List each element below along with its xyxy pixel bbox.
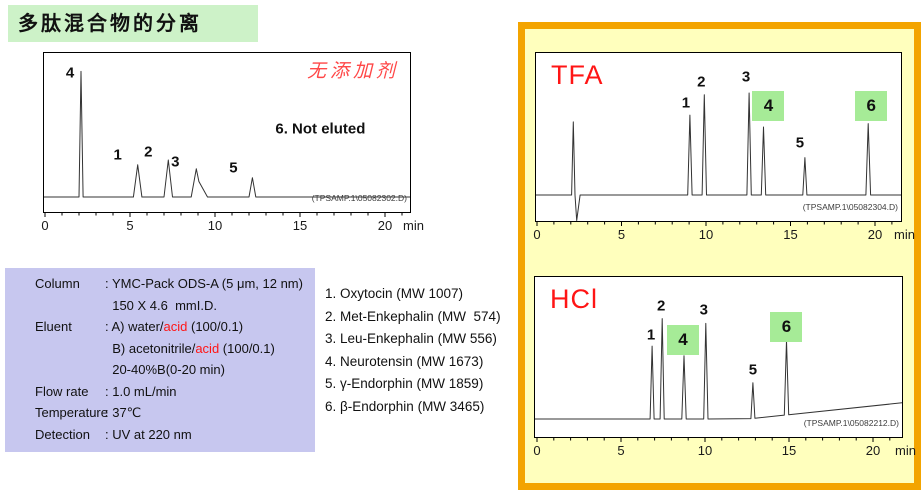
svg-text:15: 15 [782,443,796,458]
spec-row-label: Flow rate [35,383,89,399]
spec-row-label: Detection [35,426,90,442]
svg-text:5: 5 [618,227,625,242]
spec-row-value: : 37℃ [105,405,142,420]
spec-row-label [35,295,105,317]
spec-row: Column : YMC-Pack ODS-A (5 μm, 12 nm) [5,273,315,295]
spec-row-label: Column [35,276,80,291]
peptide-list: 1. Oxytocin (MW 1007) 2. Met-Enkephalin (… [325,283,501,419]
svg-text:min: min [403,218,424,233]
svg-text:5: 5 [126,218,133,233]
spec-row-value: : A) water/acid (100/0.1) [105,319,244,334]
chart-title-no-additive: 无添加剂 [306,60,399,82]
spec-row-value: 150 X 4.6 mmI.D. [105,297,217,313]
svg-text:0: 0 [41,218,48,233]
svg-text:0: 0 [533,227,540,242]
svg-text:15: 15 [293,218,307,233]
spec-row: Detection : UV at 220 nm [5,424,315,446]
spec-row: Flow rate : 1.0 mL/min [5,381,315,403]
page-title: 多肽混合物的分离 [8,5,258,42]
spec-row-label: Eluent [35,319,72,334]
svg-text:10: 10 [208,218,222,233]
acid-comparison-panel: 0 5 10 15 20 min TFA 1 2 3 4 5 6 (TPSAMP.1\05082304… [518,22,921,490]
chromatogram-tfa: 0 5 10 15 20 min TFA 1 2 3 4 5 6 (TPSAMP.1\05082304… [533,52,915,248]
svg-text:20: 20 [378,218,392,233]
chart-title-tfa: TFA [551,60,604,90]
spec-row: Eluent : A) water/acid (100/0.1) [5,316,315,338]
chromatogram-svg: 0 5 10 15 20 min [41,52,424,233]
spec-row-label [35,359,105,381]
spec-table-rows: Column : YMC-Pack ODS-A (5 μm, 12 nm) 150… [5,273,315,445]
spec-row: 20-40%B(0-20 min) [5,359,315,381]
peptide-item: 6. β-Endorphin (MW 3465) [325,398,485,414]
svg-text:20: 20 [868,227,882,242]
svg-text:15: 15 [783,227,797,242]
spec-row-value: : 1.0 mL/min [105,383,177,399]
spec-table: Column : YMC-Pack ODS-A (5 μm, 12 nm) 150… [5,268,315,452]
peptide-item: 5. γ-Endorphin (MW 1859) [325,376,484,392]
svg-text:0: 0 [533,443,540,458]
spec-row: 150 X 4.6 mmI.D. [5,295,315,317]
spec-row-value: : YMC-Pack ODS-A (5 μm, 12 nm) [105,276,303,291]
spec-row-value: 20-40%B(0-20 min) [105,362,225,377]
spec-row-label [35,338,105,360]
peptide-item: 1. Oxytocin (MW 1007) [325,286,464,301]
spec-row: B) acetonitrile/acid (100/0.1) [5,338,315,360]
chromatogram-svg: 0 5 10 15 20 min [533,52,915,242]
spec-row-value: B) acetonitrile/acid (100/0.1) [105,340,275,356]
spec-row-value: : UV at 220 nm [105,426,192,442]
svg-text:10: 10 [699,227,713,242]
chromatogram-hcl: 0 5 10 15 20 min HCl 1 2 4 3 5 6 (TPSAMP.1\05082212… [533,276,916,464]
chromatogram-svg: 0 5 10 15 20 min [533,276,916,458]
peptide-item: 3. Leu-Enkephalin (MW 556) [325,331,497,347]
spec-row-label: Temperature [35,405,108,420]
svg-text:min: min [895,443,916,458]
chromatogram-no-additive: 0 5 10 15 20 min 无添加剂 4 1 2 3 5 6. Not eluted (TPSA… [41,52,424,242]
svg-text:10: 10 [698,443,712,458]
svg-text:5: 5 [617,443,624,458]
peptide-item: 4. Neurotensin (MW 1673) [325,353,484,369]
spec-row: Temperature: 37℃ [5,402,315,424]
svg-text:min: min [894,227,915,242]
chart-title-hcl: HCl [550,284,598,314]
svg-text:20: 20 [866,443,880,458]
peptide-item: 2. Met-Enkephalin (MW 574) [325,308,501,324]
